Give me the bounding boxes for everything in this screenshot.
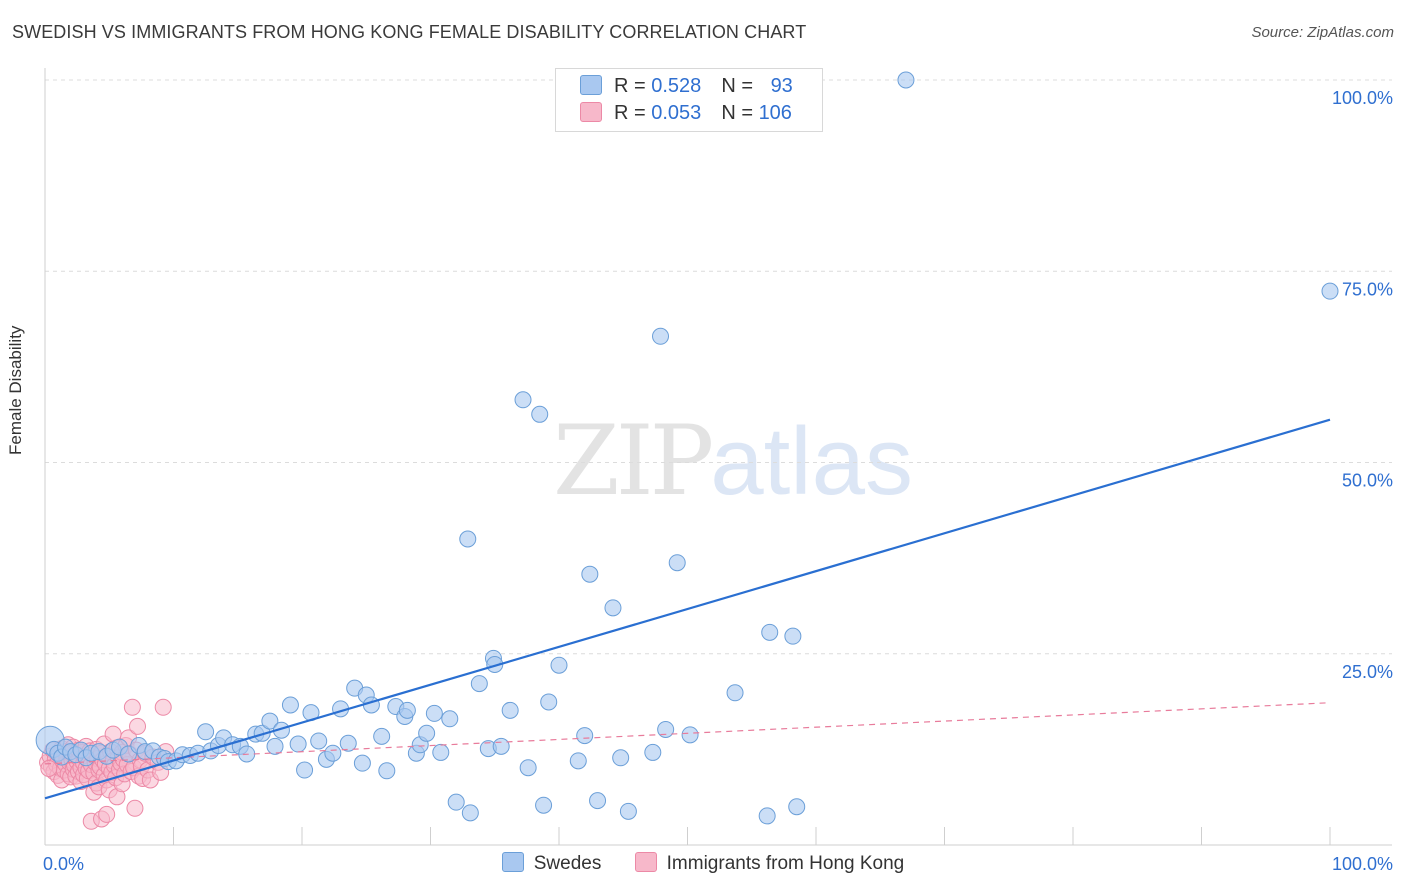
swede-point [514, 391, 532, 409]
swede-point [657, 720, 675, 738]
swede-point [569, 752, 587, 770]
legend-row-swedes: R = 0.528 N = 93 [580, 75, 793, 99]
y-tick-label: 75.0% [1342, 279, 1393, 299]
swede-point [492, 737, 510, 755]
swede-point [418, 724, 436, 742]
swede-point [681, 726, 699, 744]
legend-r-value: 0.528 [651, 75, 702, 97]
swede-point [459, 530, 477, 548]
swede-point [619, 802, 637, 820]
swede-point [726, 684, 744, 702]
swedes-trend-line [44, 418, 1331, 800]
chart-title: SWEDISH VS IMMIGRANTS FROM HONG KONG FEM… [12, 22, 807, 42]
swede-point [519, 759, 537, 777]
series-legend: Swedes Immigrants from Hong Kong [0, 852, 1406, 875]
series-swatch-blue [501, 852, 524, 872]
swede-point [266, 737, 284, 755]
hongkong-point [126, 799, 144, 817]
axis-layer [44, 68, 1392, 846]
swede-point [784, 627, 802, 645]
swede-point [1321, 282, 1339, 300]
swede-point [589, 792, 607, 810]
swede-point [550, 656, 568, 674]
swede-point [652, 327, 670, 345]
swede-point [604, 599, 622, 617]
legend-r-label: R = [614, 102, 652, 124]
swede-point [540, 693, 558, 711]
swede-point [668, 554, 686, 572]
swede-point [470, 675, 488, 693]
swede-point [897, 71, 915, 89]
swede-point [612, 749, 630, 767]
swede-point [289, 735, 307, 753]
hongkong-point [154, 698, 172, 716]
hongkong-point [129, 717, 147, 735]
swede-point [373, 727, 391, 745]
x-tick-label-max: 100.0% [1332, 854, 1393, 874]
swede-point [324, 744, 342, 762]
swede-point [644, 743, 662, 761]
swede-point [425, 704, 443, 722]
swede-point [310, 732, 328, 750]
swede-point [441, 710, 459, 728]
swede-point [261, 712, 279, 730]
y-tick-label: 25.0% [1342, 662, 1393, 682]
swede-point [339, 734, 357, 752]
watermark: ZIPatlas [553, 405, 913, 517]
tick-label-layer: 25.0% 50.0% 75.0% 100.0% 0.0% 100.0% [43, 88, 1393, 874]
swede-point [461, 804, 479, 822]
legend-r-label: R = [614, 75, 652, 97]
swede-point [398, 701, 416, 719]
legend-swatch-blue [580, 75, 602, 95]
swede-point [531, 405, 549, 423]
legend-r-value: 0.053 [651, 102, 702, 124]
y-tick-label: 100.0% [1332, 88, 1393, 108]
watermark-atlas: atlas [710, 408, 913, 515]
swede-point [378, 762, 396, 780]
legend-n-label: N = [721, 102, 759, 124]
swede-point [432, 743, 450, 761]
swede-point [788, 798, 806, 816]
swede-point [447, 793, 465, 811]
swede-point [353, 754, 371, 772]
swede-point [581, 565, 599, 583]
series-legend-swedes[interactable]: Swedes [501, 852, 602, 875]
legend-n-label: N = [721, 75, 759, 97]
swede-point [576, 727, 594, 745]
watermark-zip: ZIP [553, 405, 714, 517]
swede-point [296, 761, 314, 779]
legend-swatch-pink [580, 102, 602, 122]
x-tick-label-min: 0.0% [43, 854, 84, 874]
correlation-legend: R = 0.528 N = 93 R = 0.053 N = 106 [555, 68, 823, 132]
legend-n-value: 106 [758, 102, 792, 124]
series-swatch-pink [634, 852, 657, 872]
legend-row-hongkong: R = 0.053 N = 106 [580, 102, 792, 126]
swede-point [197, 723, 215, 741]
series-legend-label: Immigrants from Hong Kong [666, 853, 905, 874]
swede-point [501, 701, 519, 719]
blue-points-layer [35, 71, 1339, 825]
series-legend-label: Swedes [533, 853, 602, 874]
trend-layer [44, 418, 1331, 800]
swede-point [758, 807, 776, 825]
grid-layer [45, 79, 1392, 655]
y-axis-label: Female Disability [6, 325, 25, 455]
swede-point [281, 696, 299, 714]
hongkong-point [40, 760, 58, 777]
series-legend-hongkong[interactable]: Immigrants from Hong Kong [634, 852, 905, 875]
swede-point [761, 623, 779, 641]
legend-n-value: 93 [770, 75, 793, 97]
hongkong-point [98, 805, 116, 823]
source-credit: Source: ZipAtlas.com [1251, 24, 1394, 41]
hongkong-point [123, 698, 141, 716]
swede-point [535, 796, 553, 814]
hongkong-trend-line [44, 702, 1331, 765]
y-tick-label: 50.0% [1342, 471, 1393, 491]
